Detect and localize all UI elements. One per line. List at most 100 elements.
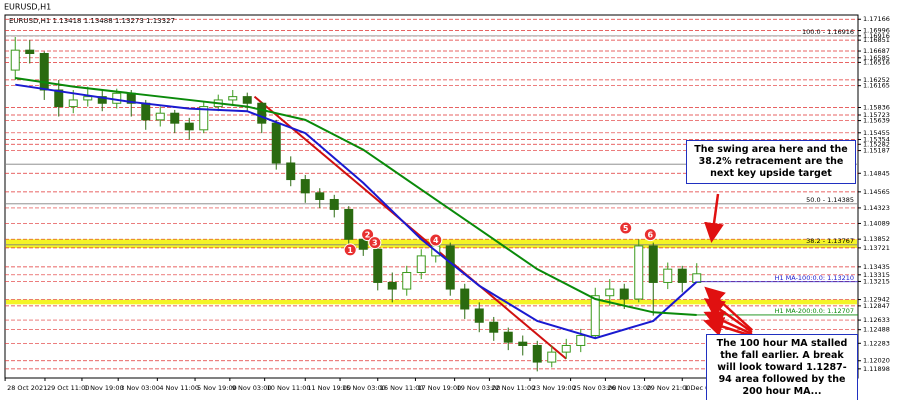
x-tick-label: 22 Nov 11:00 [491,384,535,392]
candle-body [503,331,513,343]
x-tick-label: 4 Nov 11:00 [159,384,199,392]
candle-body [692,273,702,283]
y-tick-label: 1.15455 [863,129,890,137]
candle-body [373,248,383,283]
candle-body [489,321,499,333]
ma-label: H1 MA-200:0.0: 1.12707 [775,307,854,315]
y-tick-label: 1.12633 [863,316,890,324]
x-tick-label: 23 Nov 19:00 [532,384,576,392]
arrow [704,193,724,243]
y-tick-label: 1.13852 [863,235,890,243]
candle-body [416,255,426,273]
y-tick-label: 1.15187 [863,147,890,155]
fib-label: 38.2 - 1.13767 [806,237,854,245]
y-tick-label: 1.16687 [863,47,890,55]
swing-marker-label: 3 [372,239,378,248]
y-tick-label: 1.15836 [863,104,890,112]
candle-body [474,308,484,323]
y-tick-label: 1.13315 [863,271,890,279]
x-tick-label: 16 Nov 11:00 [380,384,424,392]
fib-label: 50.0 - 1.14385 [806,196,854,204]
x-tick-label: 25 Nov 03:00 [573,384,617,392]
y-tick-label: 1.12847 [863,302,890,310]
candle-body [54,89,64,108]
candle-body [344,208,354,240]
swing-marker [619,221,633,235]
candle-body [286,162,296,181]
candle-body [39,52,49,91]
y-tick-label: 1.15354 [863,135,890,143]
x-tick-label: 29 Oct 11:00 [47,384,89,392]
x-tick-label: 26 Nov 13:00 [607,384,651,392]
x-tick-label: 29 Nov 21:00 [647,384,691,392]
y-tick-label: 1.12488 [863,326,890,334]
candle-body [402,271,412,290]
candle-body [329,198,339,210]
x-tick-label: 28 Oct 2021 [7,384,47,392]
arrow [703,298,753,334]
candle-body [112,92,122,104]
candle-body [561,344,571,353]
swing-marker-label: 1 [347,246,353,255]
y-tick-label: 1.15282 [863,140,890,148]
swing-marker [643,228,657,242]
candle-body [155,112,165,121]
x-tick-label: 10 Nov 11:00 [267,384,311,392]
y-tick-label: 1.12283 [863,339,890,347]
arrow [704,286,753,331]
swing-marker-label: 4 [433,236,439,245]
swing-marker-label: 5 [623,224,629,233]
candle-body [576,335,586,346]
plot-frame [4,14,859,379]
swing-marker [429,233,443,247]
y-tick-label: 1.16851 [863,36,890,44]
swing-marker [368,236,382,250]
candle-body [170,112,180,124]
ma-line [15,77,697,316]
ohlc-info: EURUSD,H1 1.13418 1.13488 1.13273 1.1332… [9,17,175,25]
candle-body [663,268,673,283]
swing-marker [361,228,375,242]
candle-body [532,344,542,363]
y-tick-label: 1.14845 [863,169,890,177]
candle-body [68,99,78,108]
window-title: EURUSD,H1 [4,3,51,12]
candle-body [460,288,470,310]
x-tick-label: 1 Dec 05:00 [684,384,724,392]
candle-body [648,245,658,283]
y-tick-label: 1.16165 [863,82,890,90]
y-tick-label: 1.16585 [863,54,890,62]
candle-body [677,268,687,283]
candle-body [300,179,310,194]
y-tick-label: 1.16916 [863,32,890,40]
candle-body [10,49,20,71]
candle-body [242,96,252,104]
candle-body [228,96,238,101]
fib-label: 100.0 - 1.16916 [802,28,854,36]
ma-line [15,83,698,340]
y-tick-label: 1.13721 [863,244,890,252]
x-tick-label: 3 Nov 03:00 [120,384,160,392]
candle-body [387,281,397,290]
y-tick-label: 1.16996 [863,27,890,35]
annotation-box: The swing area here and the 38.2% retrac… [686,140,856,184]
y-tick-label: 1.12020 [863,357,890,365]
candle-body [445,245,455,290]
swing-marker-label: 6 [648,231,654,240]
candle-body [634,245,644,300]
candle-body [184,122,194,131]
swing-marker-label: 2 [365,231,371,240]
candle-body [590,295,600,337]
y-tick-label: 1.16252 [863,76,890,84]
x-tick-label: 11 Nov 19:00 [307,384,351,392]
candle-body [199,106,209,131]
candle-body [257,102,267,124]
x-tick-label: 17 Nov 19:00 [417,384,461,392]
y-tick-label: 1.15639 [863,117,890,125]
candle-body [25,49,35,54]
y-tick-label: 1.12942 [863,296,890,304]
x-tick-label: 9 Nov 03:00 [232,384,272,392]
y-tick-label: 1.14323 [863,204,890,212]
candle-body [619,288,629,300]
